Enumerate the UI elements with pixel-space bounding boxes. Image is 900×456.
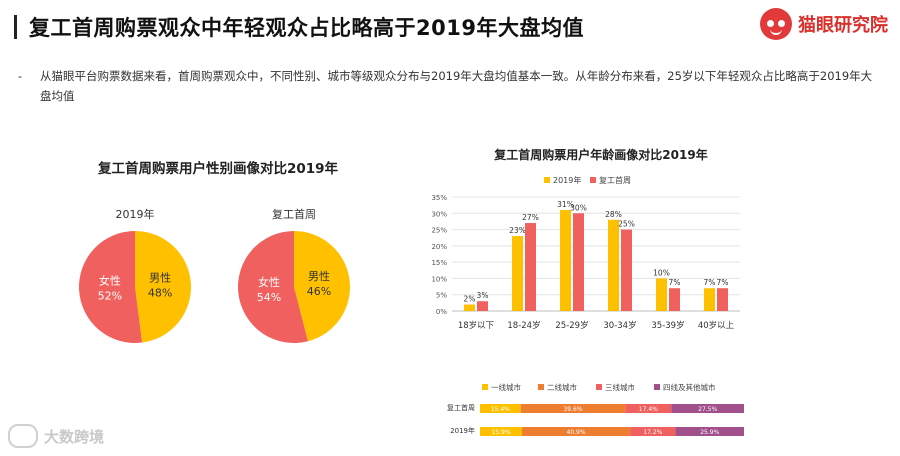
x-tick-label: 18-24岁 bbox=[507, 320, 540, 331]
age-bar-value: 28% bbox=[605, 210, 622, 219]
x-tick-label: 18岁以下 bbox=[458, 320, 495, 331]
age-bar bbox=[669, 288, 680, 311]
legend-swatch-2 bbox=[590, 177, 596, 183]
pie-label-2: 复工首周 bbox=[272, 207, 316, 221]
summary-text: 从猫眼平台购票数据来看，首周购票观众中，不同性别、城市等级观众分布与2019年大… bbox=[40, 69, 873, 103]
tier-bar-segment bbox=[675, 427, 744, 436]
tier-bar-segment bbox=[480, 427, 523, 436]
tier-bar-value: 27.5% bbox=[698, 406, 717, 413]
tier-bar-segment bbox=[480, 404, 521, 413]
watermark-icon bbox=[8, 424, 38, 448]
cat-logo-icon bbox=[760, 8, 792, 40]
y-tick-label: 20% bbox=[431, 243, 447, 251]
y-tick-label: 25% bbox=[431, 227, 447, 235]
x-tick-label: 35-39岁 bbox=[651, 320, 684, 331]
tier-bar-segment bbox=[630, 427, 676, 436]
pie-slice-female bbox=[78, 231, 143, 343]
title-accent-bar bbox=[14, 15, 17, 39]
age-bar-value: 10% bbox=[653, 268, 670, 277]
x-tick-label: 40岁以上 bbox=[698, 320, 735, 331]
age-bar bbox=[704, 288, 715, 311]
tier-bar-segment bbox=[522, 427, 631, 436]
tier-legend-swatch bbox=[596, 384, 602, 390]
brand-name: 猫眼研究院 bbox=[798, 15, 888, 36]
age-bar bbox=[717, 288, 728, 311]
pie-label-female: 女性 bbox=[99, 274, 121, 288]
summary-paragraph: - 从猫眼平台购票数据来看，首周购票观众中，不同性别、城市等级观众分布与2019… bbox=[18, 66, 878, 106]
age-bar-value: 27% bbox=[522, 213, 539, 222]
age-bar-value: 7% bbox=[669, 278, 681, 287]
tier-bar-value: 15.9% bbox=[491, 429, 510, 436]
age-bar bbox=[512, 236, 523, 311]
y-tick-label: 35% bbox=[431, 194, 447, 202]
tier-legend-label: 二线城市 bbox=[547, 382, 577, 392]
age-bar-value: 2% bbox=[464, 294, 476, 303]
legend-swatch-1 bbox=[544, 177, 550, 183]
tier-bar-segment bbox=[671, 404, 744, 413]
age-bar-value: 30% bbox=[570, 203, 587, 212]
pie-label-male: 男性 bbox=[149, 270, 171, 284]
age-bar-value: 7% bbox=[704, 278, 716, 287]
legend-label-2: 复工首周 bbox=[599, 175, 631, 185]
tier-row-label: 复工首周 bbox=[447, 403, 475, 412]
y-tick-label: 0% bbox=[436, 308, 447, 316]
tier-legend-swatch bbox=[654, 384, 660, 390]
pie-label-female: 女性 bbox=[258, 275, 280, 289]
tier-legend-label: 一线城市 bbox=[491, 382, 521, 392]
age-bar-value: 23% bbox=[509, 226, 526, 235]
y-tick-label: 15% bbox=[431, 259, 447, 267]
pie-slice-male bbox=[135, 231, 191, 343]
page-header: 复工首周购票观众中年轻观众占比略高于2019年大盘均值 bbox=[14, 12, 584, 42]
tier-legend-swatch bbox=[482, 384, 488, 390]
y-tick-label: 30% bbox=[431, 210, 447, 218]
tier-bar-value: 40.9% bbox=[567, 429, 586, 436]
page-title: 复工首周购票观众中年轻观众占比略高于2019年大盘均值 bbox=[29, 16, 584, 40]
pie-value-male: 48% bbox=[148, 286, 172, 299]
age-bar bbox=[560, 210, 571, 311]
age-chart-title: 复工首周购票用户年龄画像对比2019年 bbox=[493, 147, 707, 162]
age-bar-value: 31% bbox=[557, 200, 574, 209]
x-tick-label: 25-29岁 bbox=[555, 320, 588, 331]
tier-bar-value: 15.4% bbox=[491, 406, 510, 413]
tier-bar-segment bbox=[520, 404, 626, 413]
age-bar bbox=[608, 219, 619, 311]
age-bar bbox=[656, 278, 667, 311]
tier-bar-value: 25.9% bbox=[700, 429, 719, 436]
pie-label-1: 2019年 bbox=[116, 207, 155, 221]
tier-legend-swatch bbox=[538, 384, 544, 390]
x-tick-label: 30-34岁 bbox=[603, 320, 636, 331]
tier-row-label: 2019年 bbox=[450, 426, 475, 435]
tier-bar-value: 39.6% bbox=[563, 406, 582, 413]
pie-slice-male bbox=[294, 231, 351, 342]
gender-chart-title: 复工首周购票用户性别画像对比2019年 bbox=[97, 160, 339, 177]
age-bar bbox=[573, 213, 584, 311]
pie-value-female: 54% bbox=[257, 291, 281, 304]
age-bar-value: 7% bbox=[717, 278, 729, 287]
tier-legend-label: 三线城市 bbox=[605, 382, 635, 392]
pie-value-female: 52% bbox=[98, 290, 122, 303]
age-bar-value: 25% bbox=[618, 220, 635, 229]
summary-bullet: - bbox=[18, 69, 23, 83]
pie-value-male: 46% bbox=[307, 285, 331, 298]
watermark: 大数跨境 bbox=[8, 424, 104, 448]
pie-slice-female bbox=[238, 231, 308, 343]
brand-logo-group: 猫眼研究院 bbox=[760, 8, 888, 40]
age-bar bbox=[464, 304, 475, 311]
age-bar-value: 3% bbox=[477, 291, 489, 300]
tier-legend-label: 四线及其他城市 bbox=[663, 382, 716, 392]
age-bar bbox=[477, 301, 488, 311]
tier-bar-value: 17.2% bbox=[643, 429, 662, 436]
tier-bar-segment bbox=[625, 404, 672, 413]
y-tick-label: 10% bbox=[431, 275, 447, 283]
age-bar bbox=[621, 229, 632, 311]
legend-label-1: 2019年 bbox=[553, 175, 581, 185]
tier-bar-value: 17.4% bbox=[639, 406, 658, 413]
watermark-text: 大数跨境 bbox=[44, 427, 105, 446]
pie-label-male: 男性 bbox=[308, 269, 330, 283]
age-bar bbox=[525, 223, 536, 311]
y-tick-label: 5% bbox=[436, 292, 447, 300]
